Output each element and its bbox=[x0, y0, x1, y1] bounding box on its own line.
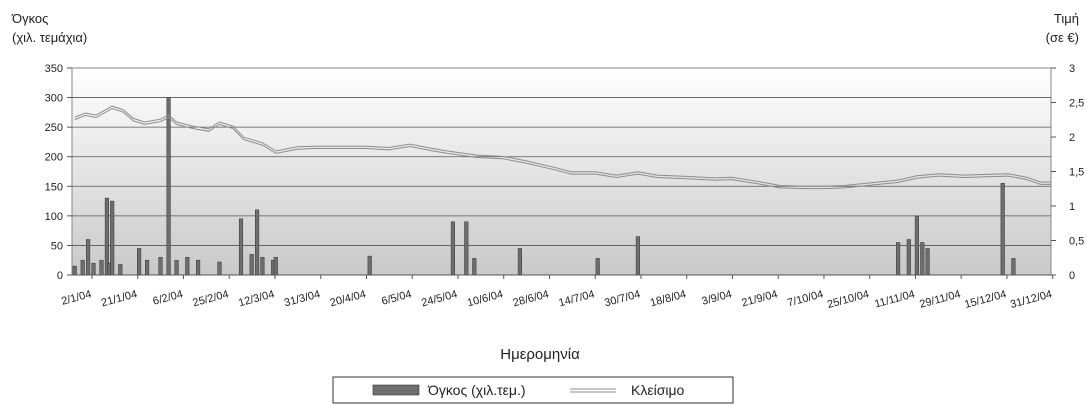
x-tick-label: 21/9/04 bbox=[740, 288, 779, 309]
y-left-title-line1: Όγκος bbox=[11, 11, 48, 26]
x-tick-label: 11/11/04 bbox=[873, 288, 916, 310]
x-tick-label: 30/7/04 bbox=[603, 288, 642, 309]
y-right-title-line1: Τιμή bbox=[1054, 11, 1079, 26]
y-left-tick-label: 200 bbox=[45, 152, 63, 164]
legend: Όγκος (χιλ.τεμ.) Κλείσιμο bbox=[332, 376, 734, 404]
volume-bar bbox=[99, 259, 104, 276]
volume-bar bbox=[166, 97, 171, 276]
legend-label-close: Κλείσιμο bbox=[631, 382, 685, 398]
y-left-tick-label: 100 bbox=[45, 211, 63, 223]
volume-bar bbox=[635, 236, 640, 276]
x-tick-label: 24/5/04 bbox=[420, 288, 459, 309]
volume-bar bbox=[1000, 183, 1005, 276]
y-right-tick-label: 0,5 bbox=[1069, 236, 1084, 248]
x-tick-label: 6/5/04 bbox=[380, 288, 413, 308]
y-left-tick-label: 0 bbox=[57, 270, 63, 282]
close-price-line bbox=[74, 105, 1051, 190]
close-line-upper bbox=[74, 105, 1051, 187]
volume-bar bbox=[249, 254, 254, 276]
x-tick-label: 31/12/04 bbox=[1009, 288, 1053, 311]
volume-bar bbox=[137, 248, 142, 276]
x-tick-label: 29/11/04 bbox=[918, 288, 962, 310]
legend-label-volume: Όγκος (χιλ.τεμ.) bbox=[427, 382, 526, 398]
y-right-axis: 0 0,5 1 1,5 2 2,5 3 bbox=[1051, 63, 1084, 282]
x-tick-label: 3/9/04 bbox=[701, 288, 734, 308]
y-left-tick-label: 50 bbox=[51, 240, 63, 252]
y-right-tick-label: 1,5 bbox=[1069, 167, 1084, 179]
volume-bar bbox=[1011, 258, 1016, 276]
x-tick-label: 21/1/04 bbox=[100, 288, 139, 309]
volume-bar bbox=[925, 248, 930, 276]
x-tick-label: 25/2/04 bbox=[191, 288, 230, 309]
volume-bar bbox=[260, 257, 265, 276]
x-tick-label: 18/8/04 bbox=[649, 288, 688, 309]
x-tick-label: 2/1/04 bbox=[60, 288, 93, 308]
y-right-tick-label: 3 bbox=[1069, 63, 1075, 75]
y-right-tick-label: 2 bbox=[1069, 132, 1075, 144]
volume-bar bbox=[517, 248, 522, 276]
volume-bar bbox=[595, 258, 600, 276]
x-tick-label: 14/7/04 bbox=[557, 288, 596, 309]
volume-bar bbox=[185, 257, 190, 276]
x-tick-label: 12/3/04 bbox=[237, 288, 276, 309]
volume-bar bbox=[196, 259, 201, 276]
volume-bar bbox=[472, 258, 477, 276]
volume-bar bbox=[118, 264, 123, 276]
volume-bar bbox=[367, 255, 372, 276]
volume-bar bbox=[914, 215, 919, 276]
volume-bar bbox=[158, 257, 163, 276]
y-right-title-line2: (σε €) bbox=[1046, 30, 1079, 45]
x-tick-label: 28/6/04 bbox=[512, 288, 551, 309]
volume-bar bbox=[273, 257, 278, 276]
volume-bar bbox=[255, 209, 260, 276]
volume-bar bbox=[174, 259, 179, 276]
x-tick-label: 20/4/04 bbox=[329, 288, 368, 309]
volume-bar bbox=[464, 221, 469, 276]
close-line-lower bbox=[74, 107, 1051, 190]
y-left-tick-label: 350 bbox=[45, 63, 63, 75]
volume-bar bbox=[906, 239, 911, 276]
x-tick-label: 7/10/04 bbox=[786, 288, 825, 309]
volume-bar bbox=[72, 265, 77, 276]
legend-swatch-volume bbox=[372, 384, 420, 396]
y-left-tick-label: 150 bbox=[45, 181, 63, 193]
y-left-axis: 0 50 100 150 200 250 300 350 bbox=[45, 63, 72, 282]
volume-bar bbox=[91, 262, 96, 276]
volume-bar bbox=[920, 242, 925, 276]
x-tick-label: 10/6/04 bbox=[466, 288, 505, 309]
y-left-tick-label: 300 bbox=[45, 93, 63, 105]
x-tick-label: 25/10/04 bbox=[826, 288, 870, 311]
y-right-tick-label: 1 bbox=[1069, 201, 1075, 213]
volume-bar bbox=[217, 261, 222, 276]
volume-bar bbox=[86, 239, 91, 276]
volume-bar bbox=[450, 221, 455, 276]
volume-bar bbox=[145, 259, 150, 276]
volume-bar bbox=[896, 242, 901, 276]
y-right-tick-label: 2,5 bbox=[1069, 98, 1084, 110]
y-left-tick-label: 250 bbox=[45, 122, 63, 134]
x-tick-label: 15/12/04 bbox=[963, 288, 1007, 311]
x-tick-label: 31/3/04 bbox=[283, 288, 322, 309]
y-right-tick-label: 0 bbox=[1069, 270, 1075, 282]
x-axis-ticks: 2/1/04 21/1/04 6/2/04 25/2/04 12/3/04 31/3/04… bbox=[60, 275, 1053, 311]
volume-bar bbox=[80, 259, 85, 276]
volume-bar bbox=[110, 200, 115, 276]
y-left-title-line2: (χιλ. τεμάχια) bbox=[12, 30, 87, 45]
gridlines bbox=[72, 97, 1051, 246]
x-tick-label: 6/2/04 bbox=[152, 288, 185, 308]
x-axis-title: Ημερομηνία bbox=[500, 346, 580, 363]
volume-bar bbox=[238, 218, 244, 276]
